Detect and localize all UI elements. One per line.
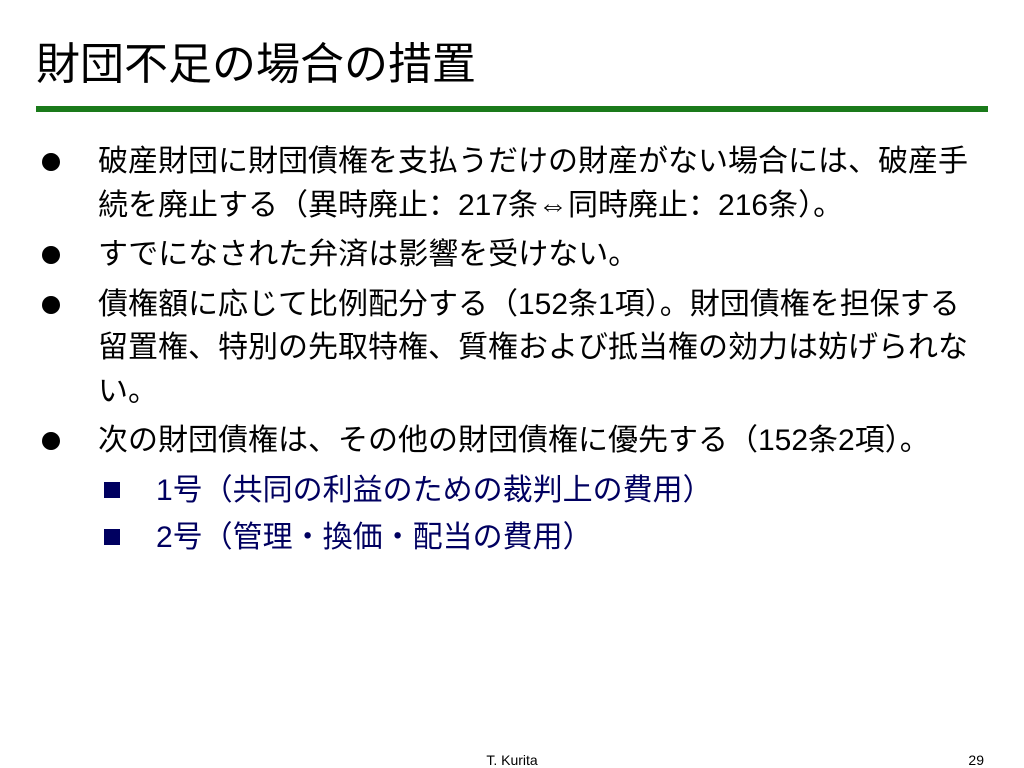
bullet-item: 次の財団債権は、その他の財団債権に優先する（152条2項）。 [36, 419, 988, 463]
sub-bullet-item: 1号（共同の利益のための裁判上の費用） [36, 469, 988, 513]
slide-title: 財団不足の場合の措置 [36, 28, 988, 92]
sub-bullet-list: 1号（共同の利益のための裁判上の費用） 2号（管理・換価・配当の費用） [36, 469, 988, 560]
slide: 財団不足の場合の措置 破産財団に財団債権を支払うだけの財産がない場合には、破産手… [0, 0, 1024, 768]
bullet-item: すでになされた弁済は影響を受けない。 [36, 233, 988, 277]
footer-author: T. Kurita [486, 752, 537, 768]
title-divider [36, 106, 988, 112]
sub-bullet-item: 2号（管理・換価・配当の費用） [36, 516, 988, 560]
footer-page-number: 29 [968, 752, 984, 768]
bullet-item: 債権額に応じて比例配分する（152条1項）。財団債権を担保する留置権、特別の先取… [36, 283, 988, 414]
bullet-item: 破産財団に財団債権を支払うだけの財産がない場合には、破産手続を廃止する（異時廃止… [36, 140, 988, 227]
bullet-list: 破産財団に財団債権を支払うだけの財産がない場合には、破産手続を廃止する（異時廃止… [36, 140, 988, 463]
